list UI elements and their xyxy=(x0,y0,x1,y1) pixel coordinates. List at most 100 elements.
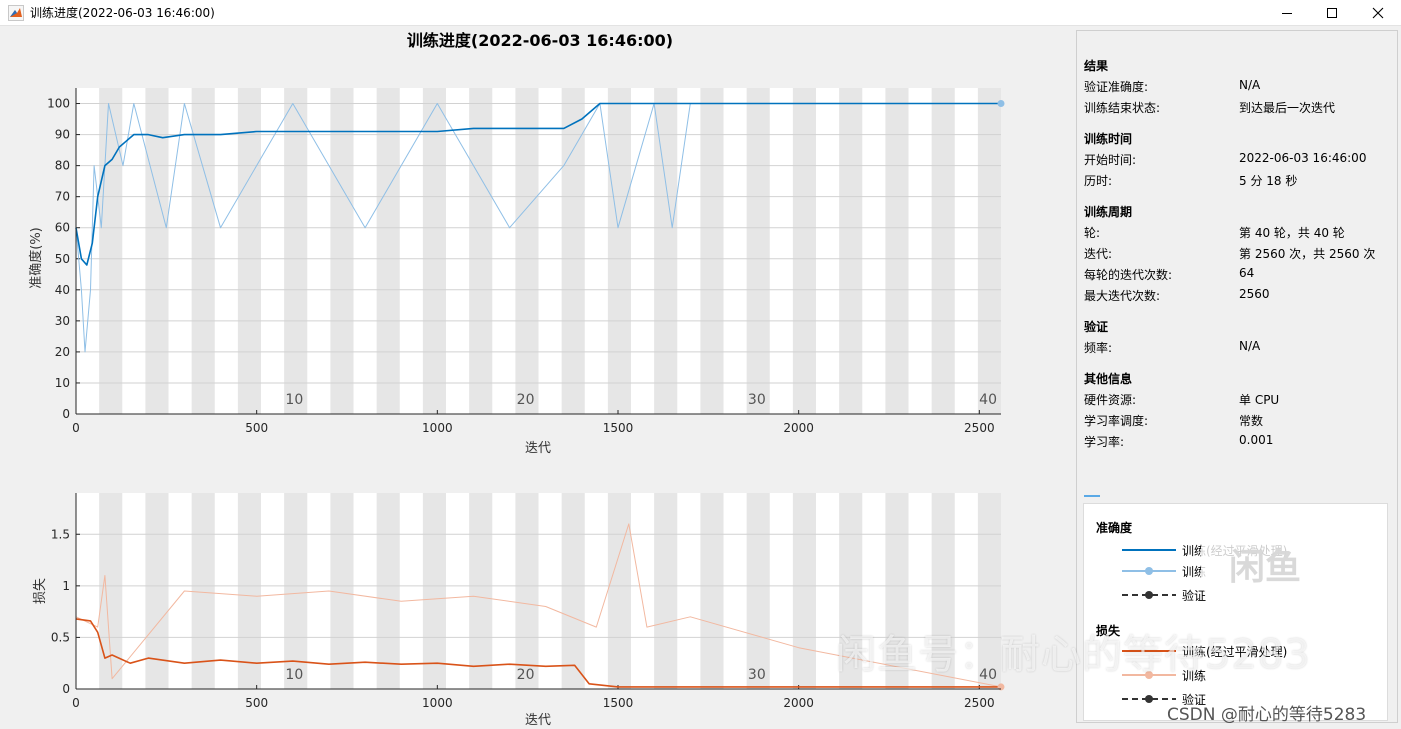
hardware-label: 硬件资源: xyxy=(1084,393,1137,407)
loss-x-tick-label: 2000 xyxy=(783,696,814,710)
loss-epoch-band xyxy=(885,493,909,689)
loss-smoothed-series xyxy=(75,618,1001,688)
learning-rate-label: 学习率: xyxy=(1084,435,1125,449)
accuracy-y-tick-label: 40 xyxy=(55,283,70,297)
section-title-training-cycle: 训练周期 xyxy=(1084,205,1133,219)
legend-tab-marker[interactable] xyxy=(1084,495,1100,497)
accuracy-y-tick-label: 90 xyxy=(55,128,70,142)
loss-x-label: 迭代 xyxy=(525,713,551,728)
maximize-icon xyxy=(1327,8,1337,18)
accuracy-epoch-band xyxy=(237,88,261,414)
section-title-other-info: 其他信息 xyxy=(1084,372,1133,386)
accuracy-train-series xyxy=(75,103,1001,353)
hardware-value: 单 CPU xyxy=(1239,393,1280,407)
loss-epoch-band xyxy=(654,493,678,689)
accuracy-last-point-marker xyxy=(997,100,1005,108)
plot-canvas: 训练进度(2022-06-03 16:46:00) 01020304050607… xyxy=(28,31,1005,728)
accuracy-x-label: 迭代 xyxy=(525,441,551,456)
start-time-value: 2022-06-03 16:46:00 xyxy=(1239,151,1367,165)
accuracy-y-tick-label: 60 xyxy=(55,221,70,235)
section-title-training-time: 训练时间 xyxy=(1084,132,1133,146)
loss-epoch-band xyxy=(561,493,585,689)
start-time-label: 开始时间: xyxy=(1084,153,1137,167)
loss-epoch-band xyxy=(237,493,261,689)
legend-loss-validation-label: 验证 xyxy=(1182,693,1207,707)
validation-accuracy-value: N/A xyxy=(1239,78,1261,92)
loss-epoch-band xyxy=(792,493,816,689)
loss-y-tick-label: 1 xyxy=(62,579,70,593)
max-iterations-label: 最大迭代次数: xyxy=(1084,289,1161,303)
loss-epoch-band xyxy=(931,493,955,689)
accuracy-epoch-label: 30 xyxy=(748,392,766,408)
accuracy-y-tick-label: 80 xyxy=(55,159,70,173)
max-iterations-value: 2560 xyxy=(1239,287,1270,301)
legend-accuracy-title: 准确度 xyxy=(1096,521,1133,535)
loss-y-tick-label: 1.5 xyxy=(51,527,70,541)
accuracy-epoch-band xyxy=(839,88,863,414)
legend-box: 准确度 训练(经过平滑处理) 训练 验证 损失 训练(经过平滑处理) 训练 验证 xyxy=(1083,503,1388,721)
loss-epoch-band xyxy=(700,493,724,689)
accuracy-epoch-band xyxy=(931,88,955,414)
accuracy-epoch-band xyxy=(746,88,770,414)
close-button[interactable] xyxy=(1355,0,1401,26)
loss-x-tick-label: 1000 xyxy=(422,696,453,710)
accuracy-epoch-band xyxy=(191,88,215,414)
lr-schedule-value: 常数 xyxy=(1239,414,1264,428)
learning-rate-value: 0.001 xyxy=(1239,433,1274,447)
accuracy-y-tick-label: 10 xyxy=(55,376,70,390)
lr-schedule-label: 学习率调度: xyxy=(1084,414,1149,428)
accuracy-epoch-band xyxy=(654,88,678,414)
legend-loss-train-line xyxy=(1122,671,1176,679)
accuracy-epoch-label: 20 xyxy=(517,392,535,408)
iteration-value: 第 2560 次，共 2560 次 xyxy=(1239,247,1376,261)
accuracy-y-tick-label: 100 xyxy=(47,97,70,111)
legend-loss-validation-line xyxy=(1122,695,1176,703)
accuracy-smoothed-series xyxy=(75,102,1001,266)
accuracy-x-tick-label: 2500 xyxy=(964,421,995,435)
loss-epoch-band xyxy=(376,493,400,689)
legend-acc-train-label: 训练 xyxy=(1182,565,1207,579)
accuracy-epoch-band xyxy=(607,88,631,414)
loss-x-tick-label: 1500 xyxy=(603,696,634,710)
accuracy-y-tick-label: 0 xyxy=(62,407,70,421)
loss-y-tick-label: 0 xyxy=(62,682,70,696)
accuracy-x-tick-label: 2000 xyxy=(783,421,814,435)
accuracy-epoch-band xyxy=(515,88,539,414)
loss-y-tick-label: 0.5 xyxy=(51,630,70,644)
plot-title: 训练进度(2022-06-03 16:46:00) xyxy=(407,31,673,50)
training-end-state-value: 到达最后一次迭代 xyxy=(1239,101,1336,115)
epoch-label: 轮: xyxy=(1084,226,1101,240)
accuracy-epoch-band xyxy=(885,88,909,414)
accuracy-x-tick-label: 0 xyxy=(72,421,80,435)
loss-epoch-band xyxy=(284,493,308,689)
loss-epoch-band xyxy=(839,493,863,689)
accuracy-epoch-band xyxy=(330,88,354,414)
loss-epoch-label: 30 xyxy=(748,667,766,683)
legend-loss-title: 损失 xyxy=(1096,624,1121,638)
accuracy-x-tick-label: 1500 xyxy=(603,421,634,435)
epoch-value: 第 40 轮，共 40 轮 xyxy=(1239,226,1345,240)
loss-epoch-band xyxy=(607,493,631,689)
maximize-button[interactable] xyxy=(1309,0,1355,26)
training-end-state-label: 训练结束状态: xyxy=(1084,101,1161,115)
accuracy-y-label: 准确度(%) xyxy=(28,227,44,289)
accuracy-epoch-label: 40 xyxy=(979,392,997,408)
matlab-app-icon xyxy=(8,5,24,21)
loss-x-tick-label: 500 xyxy=(245,696,268,710)
accuracy-epoch-band xyxy=(977,88,1001,414)
loss-epoch-band xyxy=(191,493,215,689)
section-title-validation: 验证 xyxy=(1084,320,1109,334)
minimize-button[interactable] xyxy=(1264,0,1310,26)
elapsed-label: 历时: xyxy=(1084,174,1113,188)
xianyu-id-watermark: 闲鱼号：耐心的等待5283 xyxy=(836,632,1311,678)
frequency-value: N/A xyxy=(1239,339,1261,353)
loss-epoch-band xyxy=(422,493,446,689)
accuracy-epoch-band xyxy=(422,88,446,414)
accuracy-y-tick-label: 70 xyxy=(55,190,70,204)
loss-epoch-band xyxy=(99,493,123,689)
window-titlebar: 训练进度(2022-06-03 16:46:00) xyxy=(0,0,1401,26)
accuracy-y-tick-label: 50 xyxy=(55,252,70,266)
xianyu-logo-watermark: 闲鱼 xyxy=(1201,528,1329,600)
csdn-watermark: CSDN @耐心的等待5283 xyxy=(1167,705,1367,725)
loss-axes: 0 0.5 1 1.5 0 500 1000 1500 2000 2500 10 20 30 40 xyxy=(51,493,1005,710)
